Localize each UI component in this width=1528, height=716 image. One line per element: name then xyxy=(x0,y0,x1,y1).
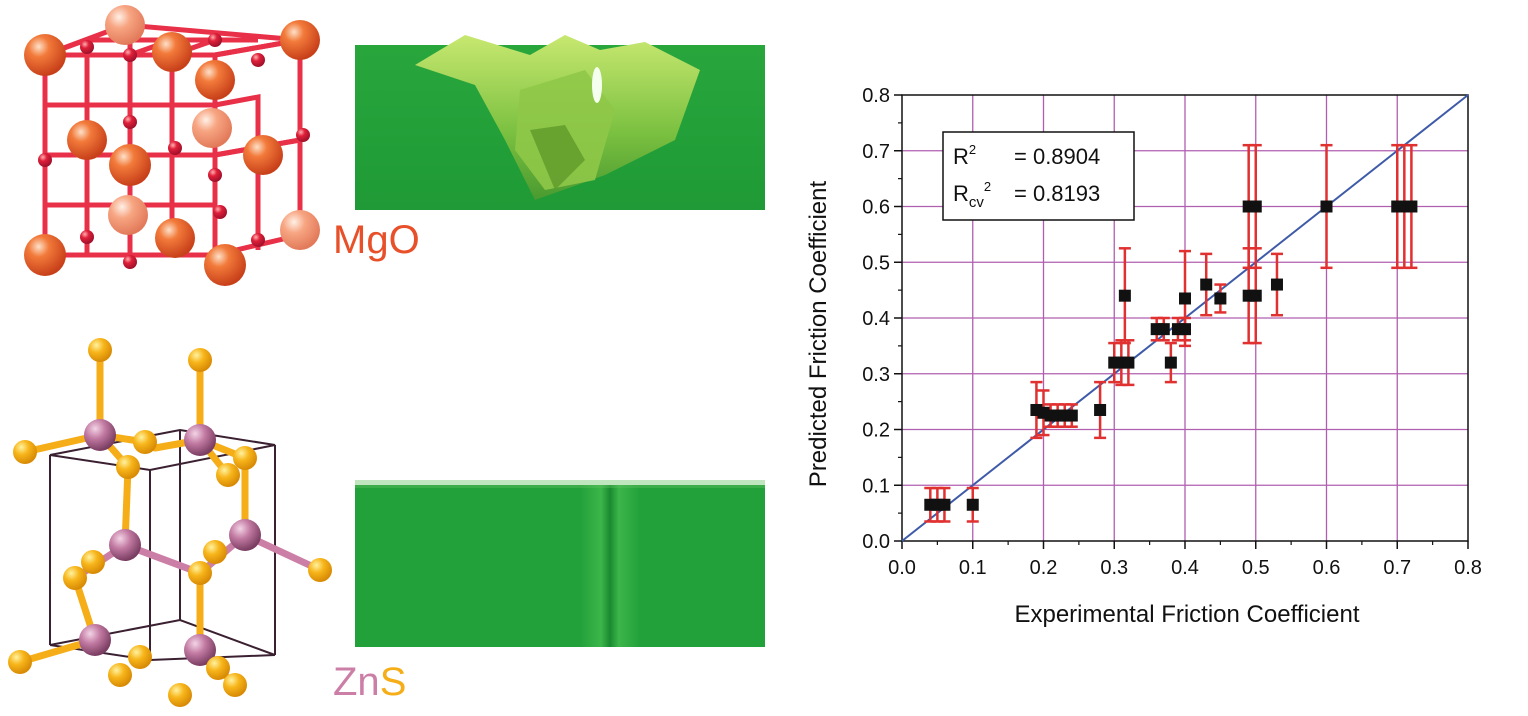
r2-value: = 0.8904 xyxy=(1014,144,1100,169)
zns-label: ZnS xyxy=(333,660,406,705)
stats-box-border xyxy=(942,131,1135,221)
data-point xyxy=(938,498,951,511)
axes xyxy=(894,94,1469,549)
mgo-surface-image xyxy=(355,30,765,215)
x-tick-label: 0.4 xyxy=(1171,557,1199,579)
y-tick-label: 0.0 xyxy=(862,531,890,553)
data-point xyxy=(1249,289,1262,302)
data-point xyxy=(1214,292,1227,305)
y-tick-label: 0.5 xyxy=(862,252,890,274)
r2-label: R xyxy=(953,144,969,169)
x-tick-label: 0.5 xyxy=(1242,557,1270,579)
zns-crystal-structure xyxy=(0,330,345,710)
mgo-label: MgO xyxy=(333,218,420,262)
stats-box: R2 = 0.8904 Rcv2 = 0.8193 xyxy=(942,131,1135,221)
x-tick-label: 0.1 xyxy=(959,557,987,579)
y-axis-title: Predicted Friction Coefficient xyxy=(805,180,832,487)
friction-coefficient-chart: 0.0 0.0 0.1 0.1 0.2 0.2 0.3 0.3 0.4 0.4 0.5 0.5 0.6 0… xyxy=(790,60,1510,660)
data-point xyxy=(1320,200,1333,213)
x-tick-label: 0.7 xyxy=(1383,557,1411,579)
mgo-crystal-image xyxy=(24,5,320,286)
y-tick-label: 0.6 xyxy=(862,197,890,219)
rcv-superscript: 2 xyxy=(984,179,991,194)
data-point xyxy=(1122,356,1135,369)
x-tick-label: 0.2 xyxy=(1030,557,1058,579)
data-point xyxy=(1157,323,1170,336)
tick-labels: 0.0 0.0 0.1 0.1 0.2 0.2 0.3 0.3 0.4 0.4 0.5 0.5 0.6 0… xyxy=(862,85,1482,579)
data-point xyxy=(966,498,979,511)
x-tick-label: 0.6 xyxy=(1313,557,1341,579)
data-point xyxy=(1200,278,1213,291)
x-tick-label: 0.3 xyxy=(1100,557,1128,579)
rcv-stat: Rcv2 = 0.8193 xyxy=(953,179,1100,211)
data-point xyxy=(1164,356,1177,369)
r2-stat: R2 = 0.8904 xyxy=(953,142,1100,169)
data-point xyxy=(1094,403,1107,416)
data-point xyxy=(1249,200,1262,213)
plot-frame xyxy=(901,94,1469,542)
rcv-subscript: cv xyxy=(969,194,985,211)
rcv-label: R xyxy=(953,181,969,206)
data-point xyxy=(1179,323,1191,336)
zns-label-s: S xyxy=(379,660,407,704)
zns-label-zn: Zn xyxy=(333,660,380,704)
data-point xyxy=(1118,289,1131,302)
chart-svg: 0.0 0.0 0.1 0.1 0.2 0.2 0.3 0.3 0.4 0.4 0.5 0.5 0.6 0… xyxy=(805,85,1482,628)
x-axis-title: Experimental Friction Coefficient xyxy=(1014,601,1359,628)
data-point xyxy=(1405,200,1418,213)
x-tick-label: 0.8 xyxy=(1454,557,1482,579)
mgo-crystal-structure xyxy=(0,0,340,300)
zns-surface-image xyxy=(355,480,765,652)
x-tick-label: 0.0 xyxy=(888,557,916,579)
zns-crystal-image xyxy=(8,338,332,707)
data-point xyxy=(1065,409,1078,422)
r2-superscript: 2 xyxy=(969,142,976,157)
y-tick-label: 0.4 xyxy=(862,308,890,330)
y-tick-label: 0.1 xyxy=(862,475,890,497)
rcv-value: = 0.8193 xyxy=(1014,181,1100,206)
data-point xyxy=(1179,292,1191,305)
y-tick-label: 0.3 xyxy=(862,364,890,386)
y-tick-label: 0.7 xyxy=(862,141,890,163)
data-point xyxy=(1270,278,1283,291)
data-points xyxy=(924,200,1418,511)
y-tick-label: 0.8 xyxy=(862,85,890,107)
y-tick-label: 0.2 xyxy=(862,420,890,442)
